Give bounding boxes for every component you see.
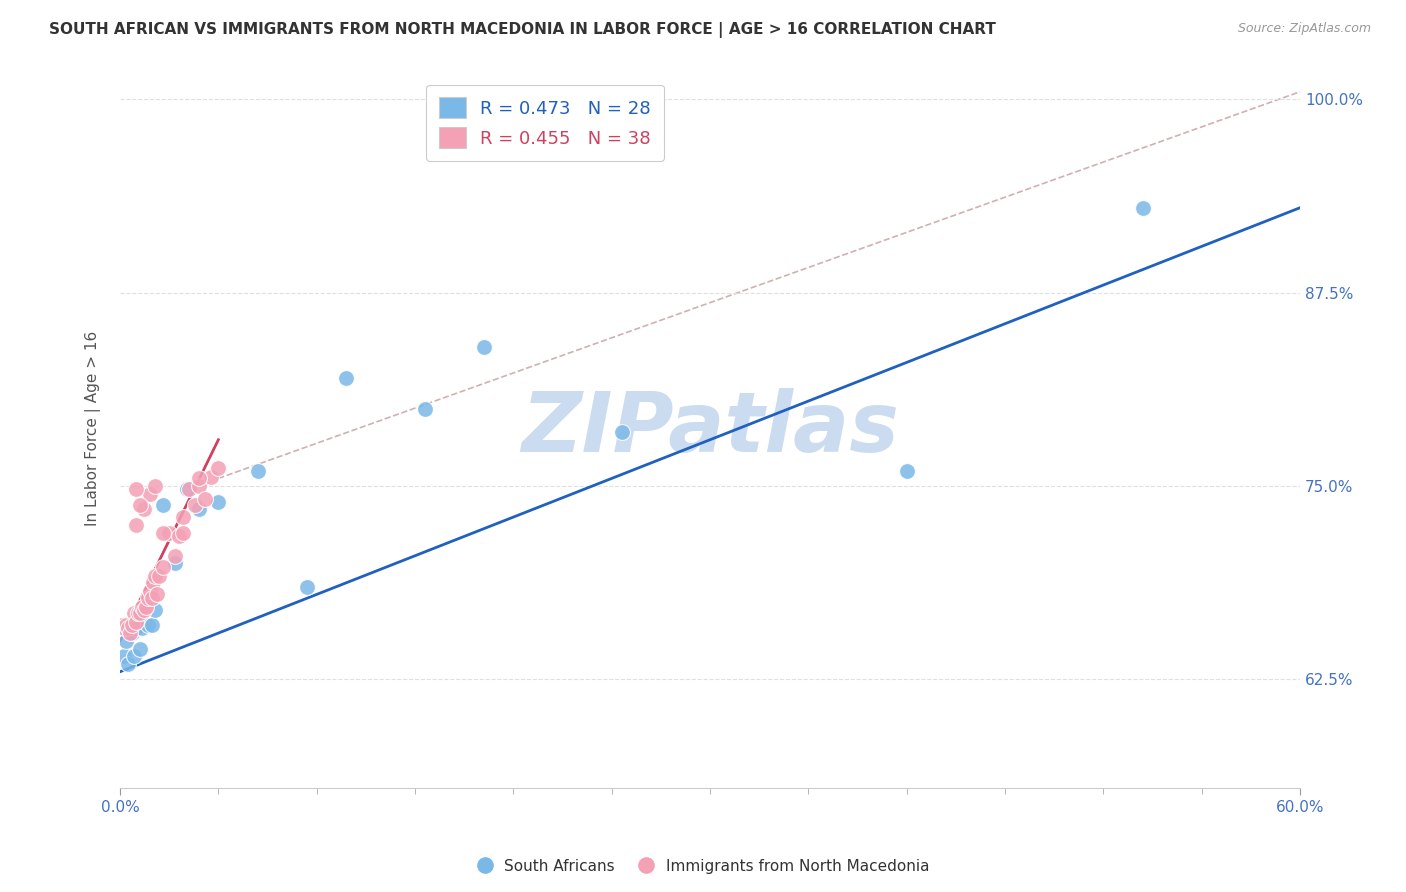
Point [135, 599, 157, 614]
Point [200, 470, 222, 484]
Text: ZIPatlas: ZIPatlas [522, 388, 898, 468]
Point [125, 622, 148, 636]
Point [172, 525, 194, 540]
Point [145, 603, 167, 617]
Point [115, 618, 138, 632]
Point [194, 491, 217, 506]
Point [127, 606, 149, 620]
Point [128, 641, 150, 656]
Point [335, 371, 357, 385]
Y-axis label: In Labor Force | Age > 16: In Labor Force | Age > 16 [86, 331, 101, 525]
Point [127, 614, 149, 628]
Point [152, 498, 174, 512]
Legend: South Africans, Immigrants from North Macedonia: South Africans, Immigrants from North Ma… [471, 853, 935, 880]
Point [122, 649, 145, 664]
Point [148, 569, 170, 583]
Point [132, 603, 155, 617]
Point [1132, 201, 1154, 215]
Point [187, 471, 209, 485]
Point [167, 528, 190, 542]
Point [118, 618, 141, 632]
Point [122, 606, 145, 620]
Point [472, 340, 495, 354]
Point [165, 557, 187, 571]
Point [145, 569, 167, 583]
Point [207, 460, 229, 475]
Point [141, 591, 163, 605]
Point [111, 618, 134, 632]
Point [177, 482, 200, 496]
Point [112, 622, 135, 636]
Point [207, 494, 229, 508]
Point [118, 626, 141, 640]
Point [125, 482, 148, 496]
Point [610, 425, 633, 439]
Point [121, 618, 143, 632]
Point [125, 615, 148, 630]
Point [131, 599, 153, 614]
Point [138, 584, 160, 599]
Point [165, 549, 187, 563]
Text: SOUTH AFRICAN VS IMMIGRANTS FROM NORTH MACEDONIA IN LABOR FORCE | AGE > 16 CORRE: SOUTH AFRICAN VS IMMIGRANTS FROM NORTH M… [49, 22, 995, 38]
Point [152, 525, 174, 540]
Point [157, 525, 180, 540]
Point [117, 622, 139, 636]
Point [128, 498, 150, 512]
Point [115, 633, 138, 648]
Point [131, 622, 153, 636]
Point [121, 626, 143, 640]
Point [142, 575, 165, 590]
Point [413, 401, 436, 416]
Point [138, 487, 160, 501]
Point [176, 482, 198, 496]
Point [125, 517, 148, 532]
Point [295, 580, 318, 594]
Point [146, 587, 169, 601]
Point [112, 649, 135, 664]
Point [896, 464, 918, 478]
Point [111, 618, 134, 632]
Point [128, 606, 150, 620]
Point [152, 559, 174, 574]
Point [187, 479, 209, 493]
Point [184, 498, 207, 512]
Text: Source: ZipAtlas.com: Source: ZipAtlas.com [1237, 22, 1371, 36]
Point [117, 657, 139, 671]
Point [172, 510, 194, 524]
Point [136, 618, 159, 632]
Point [141, 618, 163, 632]
Point [187, 502, 209, 516]
Point [132, 603, 155, 617]
Point [246, 464, 269, 478]
Point [145, 479, 167, 493]
Point [136, 591, 159, 605]
Legend: R = 0.473   N = 28, R = 0.455   N = 38: R = 0.473 N = 28, R = 0.455 N = 38 [426, 85, 664, 161]
Point [132, 502, 155, 516]
